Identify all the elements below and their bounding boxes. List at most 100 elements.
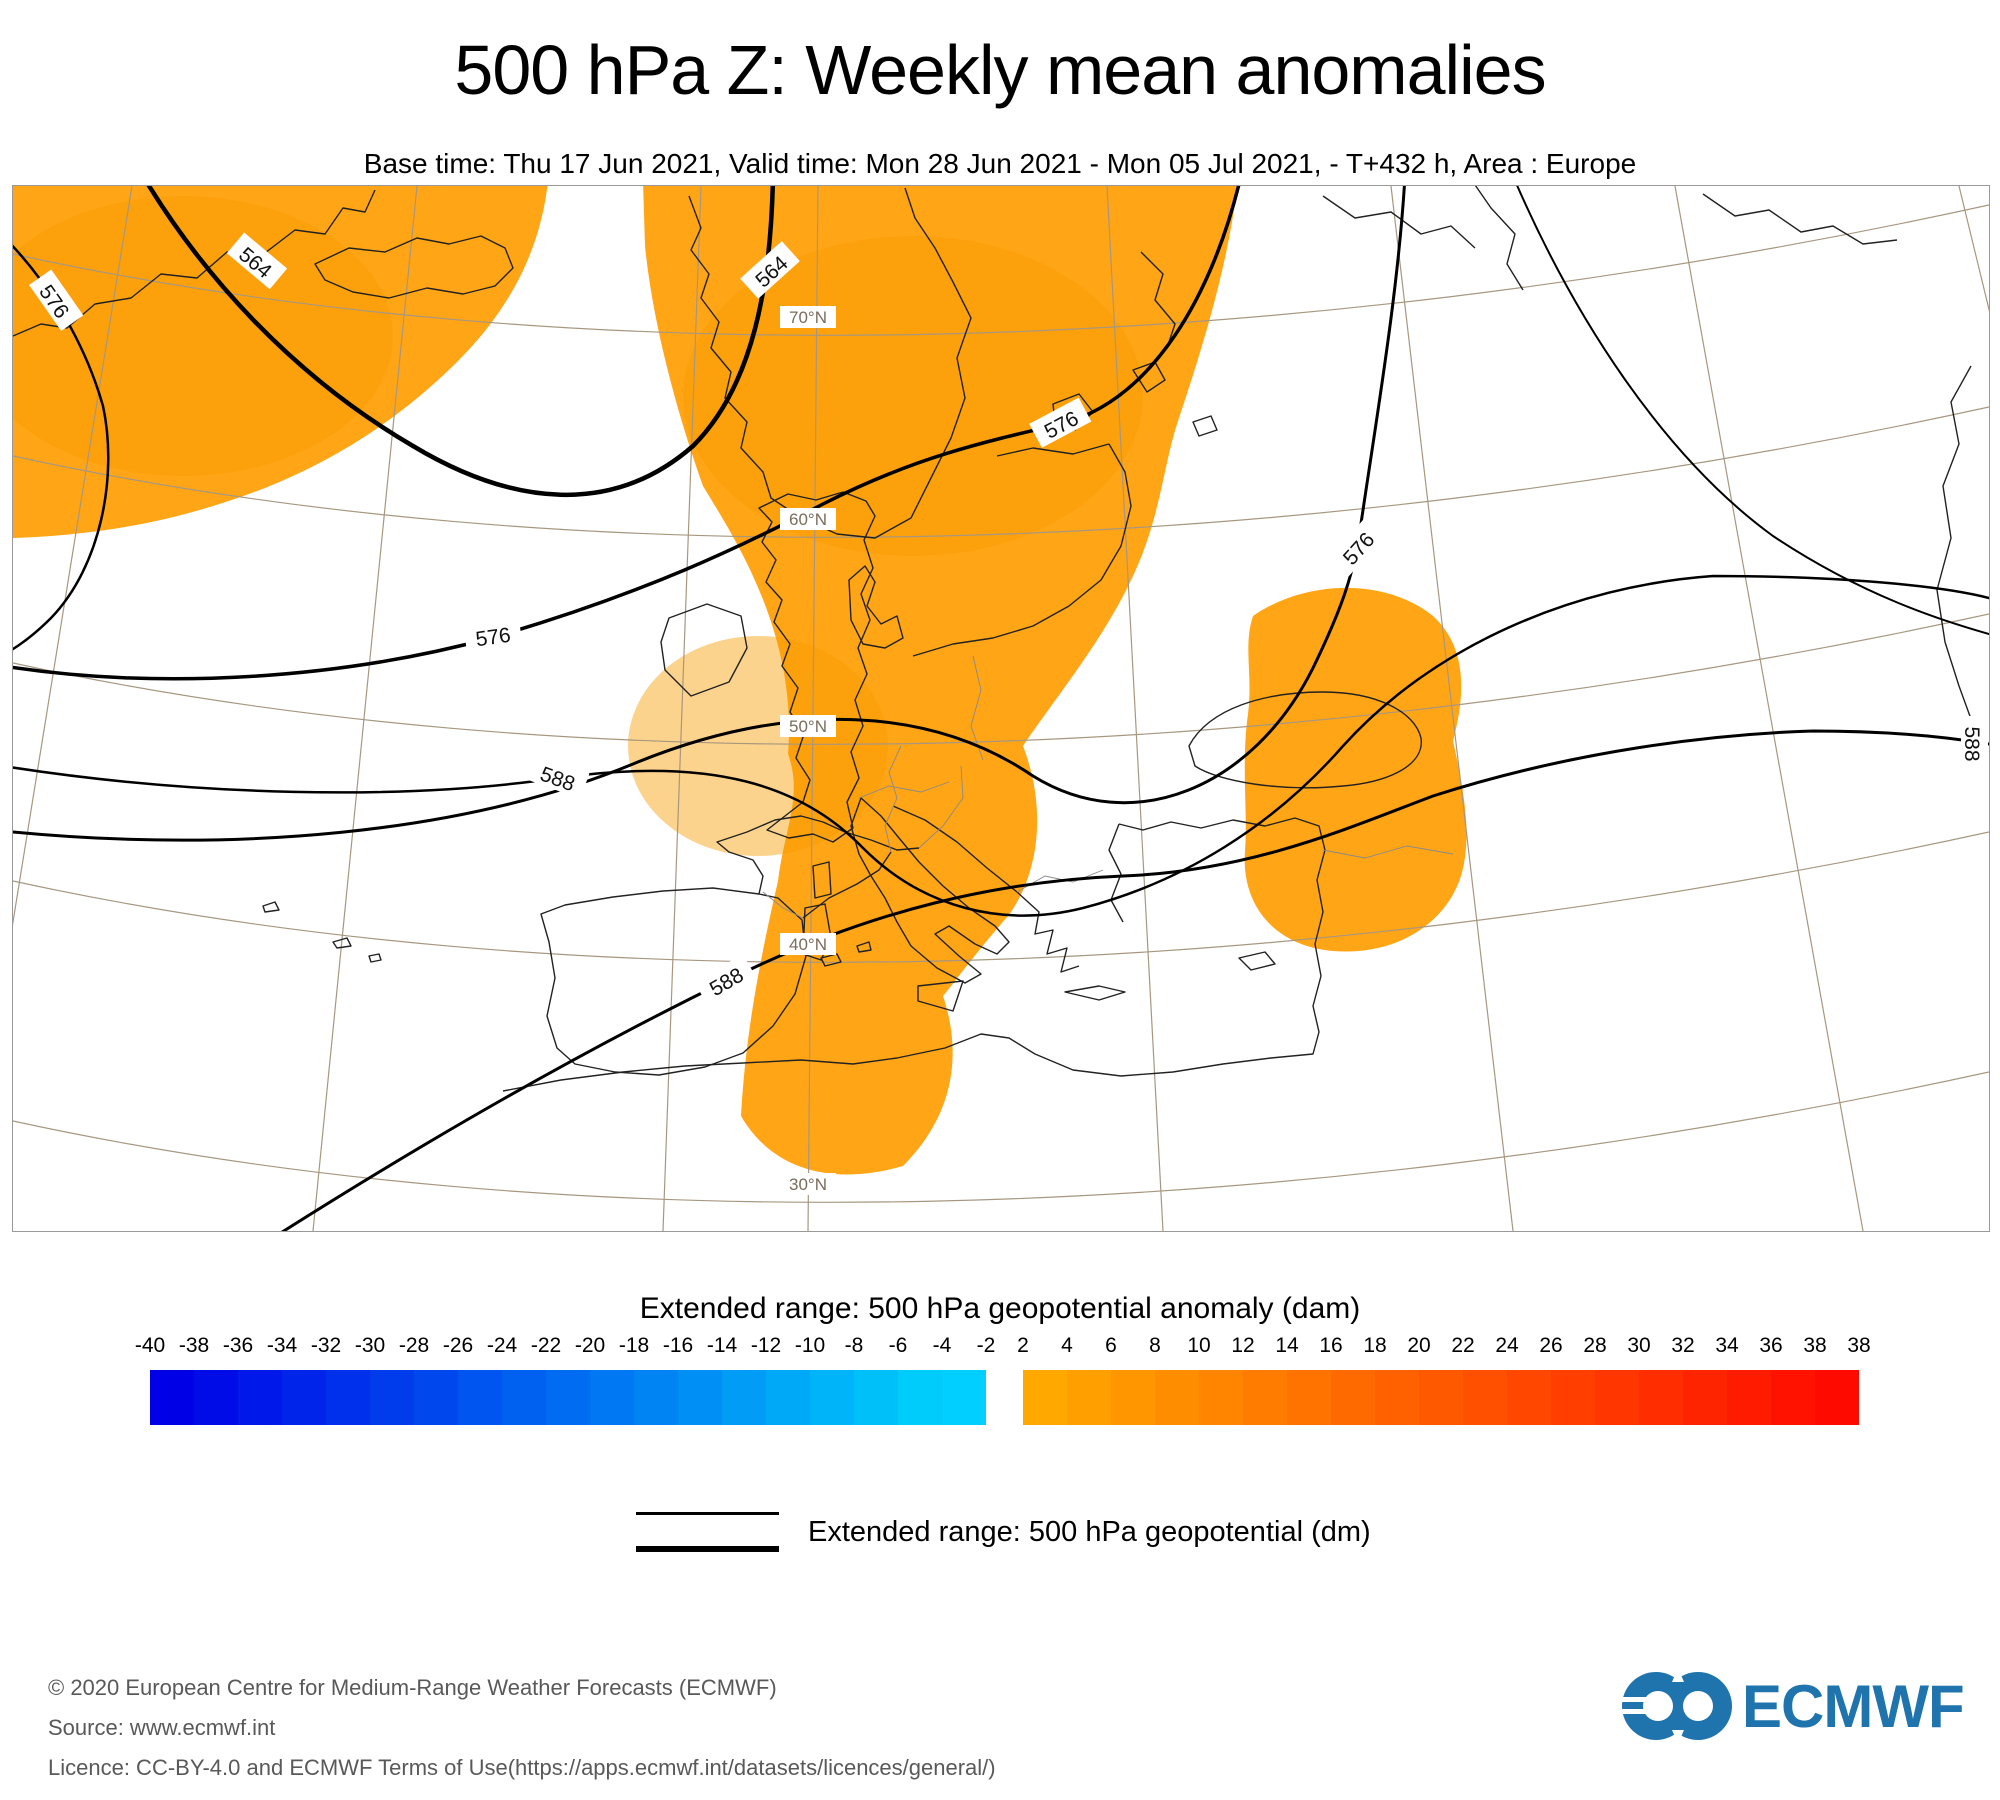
colorbar-tick: -28 <box>398 1334 430 1357</box>
colorbar-tick: -4 <box>932 1334 952 1357</box>
ecmwf-logo-mark <box>1618 1668 1732 1744</box>
colorbar-tick: -6 <box>888 1334 908 1357</box>
colorbar-tick: -14 <box>706 1334 738 1357</box>
colorbar-cell <box>370 1370 414 1425</box>
anomaly-regions <box>0 181 1467 1175</box>
coast-italy <box>850 797 1010 984</box>
coast-channel-lowlands <box>716 815 920 895</box>
colorbar-cell <box>634 1370 678 1425</box>
coast-caspian <box>1936 365 1988 759</box>
ecmwf-logo-text: ECMWF <box>1742 1673 1964 1740</box>
footer-copyright: © 2020 European Centre for Medium-Range … <box>48 1675 777 1700</box>
thin-line-sample <box>636 1512 779 1515</box>
coast-denmark <box>848 565 904 649</box>
logo-eye-right <box>1683 1691 1713 1721</box>
page-title: 500 hPa Z: Weekly mean anomalies <box>454 31 1546 109</box>
colorbar-tick: 32 <box>1671 1334 1695 1357</box>
colorbar-cell <box>1683 1370 1727 1425</box>
logo-stripe-2 <box>1618 1709 1650 1714</box>
colorbar-tick: -36 <box>222 1334 254 1357</box>
anomaly-core-3 <box>628 636 888 856</box>
parallel-line-40n <box>12 831 1990 963</box>
colorbar-tick: 20 <box>1407 1334 1431 1357</box>
logo-notch-bottom <box>1672 1730 1684 1744</box>
graticule <box>0 185 2000 1232</box>
coast-black-sea <box>1188 691 1422 789</box>
colorbar-cell <box>1595 1370 1639 1425</box>
coast-arctic-2 <box>1702 193 1898 245</box>
latitude-label: 40°N <box>789 935 827 954</box>
border-line <box>762 891 804 919</box>
colorbar-title: Extended range: 500 hPa geopotential ano… <box>639 1292 1361 1325</box>
coast-balearics <box>820 941 872 967</box>
contour-564 <box>140 173 776 497</box>
colorbar-cell <box>1199 1370 1243 1425</box>
colorbar-tick: -12 <box>750 1334 782 1357</box>
coast-canary-madeira <box>262 901 382 963</box>
meridian-line <box>662 185 702 1232</box>
contour-labels: 576 564 564 576 576 576 588 588 588 <box>29 232 1988 1006</box>
colorbar-cell <box>1639 1370 1683 1425</box>
colorbar-tick: -40 <box>134 1334 166 1357</box>
coast-iceland <box>314 235 514 299</box>
colorbar-cell <box>1771 1370 1815 1425</box>
contour-588-west <box>1 574 1991 917</box>
colorbar-tick: 12 <box>1231 1334 1255 1357</box>
coast-baltic <box>912 443 1132 657</box>
colorbar-cell <box>766 1370 810 1425</box>
colorbar-cell <box>282 1370 326 1425</box>
weather-map: 576 564 564 576 576 576 588 588 588 70°N… <box>0 173 2000 1243</box>
lake-onega <box>1132 361 1166 393</box>
colorbar-tick: -8 <box>844 1334 864 1357</box>
colorbar-tick: 16 <box>1319 1334 1343 1357</box>
colorbar-tick: -20 <box>574 1334 606 1357</box>
ecmwf-logo: ECMWF <box>1618 1668 1968 1748</box>
coast-iberia <box>540 887 807 1076</box>
latitude-labels: 70°N 60°N 50°N 40°N 30°N <box>780 306 836 1195</box>
colorbar-tick: 2 <box>1017 1334 1029 1357</box>
footer-source: Source: www.ecmwf.int <box>48 1715 276 1740</box>
colorbar-tick: 8 <box>1149 1334 1161 1357</box>
coast-great-britain <box>758 491 876 843</box>
colorbar-tick: 22 <box>1451 1334 1475 1357</box>
meridian-line <box>0 185 133 1006</box>
colorbar-tick: 34 <box>1715 1334 1739 1357</box>
coast-north-africa-levant <box>502 817 1326 1092</box>
colorbar-tick: 26 <box>1539 1334 1563 1357</box>
contour-576-ridge-east <box>1 174 1407 842</box>
logo-stripe-1 <box>1618 1697 1650 1702</box>
border-line <box>858 781 950 799</box>
coast-white-sea <box>1140 251 1176 349</box>
contour-584-northeast <box>1512 175 1990 635</box>
colorbar-cell <box>810 1370 854 1425</box>
coast-ireland <box>660 603 748 697</box>
border-line <box>884 745 902 853</box>
contour-label: 576 <box>474 624 512 652</box>
parallel-line-60n <box>12 406 1990 538</box>
colorbar-tick: -38 <box>178 1334 210 1357</box>
parallel-line-70n <box>12 204 1990 336</box>
colorbar-tick: -10 <box>794 1334 826 1357</box>
colorbar-cell <box>1815 1370 1859 1425</box>
colorbar-tick: -30 <box>354 1334 386 1357</box>
colorbar-tick: -26 <box>442 1334 474 1357</box>
colorbar-cell <box>150 1370 194 1425</box>
latitude-label: 60°N <box>789 510 827 529</box>
footer-licence: Licence: CC-BY-4.0 and ECMWF Terms of Us… <box>48 1755 996 1780</box>
colorbar-tick: -22 <box>530 1334 562 1357</box>
coast-corsica <box>812 861 832 899</box>
border-line <box>1322 845 1454 859</box>
colorbar-tick: 24 <box>1495 1334 1519 1357</box>
colorbar-cell <box>546 1370 590 1425</box>
colorbar-cell <box>1463 1370 1507 1425</box>
coast-crete <box>1064 985 1126 1001</box>
colorbar-tick: 4 <box>1061 1334 1073 1357</box>
colorbar-cell <box>502 1370 546 1425</box>
colorbar-cell <box>1023 1370 1067 1425</box>
colorbar-tick: -16 <box>662 1334 694 1357</box>
colorbar-tick-labels: -40 -38 -36 -34 -32 -30 -28 -26 -24 -22 -20 -18 -16-… <box>0 1334 2000 1360</box>
colorbar-cell <box>238 1370 282 1425</box>
contour-label: 588 <box>1960 726 1983 761</box>
colorbar-cell <box>590 1370 634 1425</box>
